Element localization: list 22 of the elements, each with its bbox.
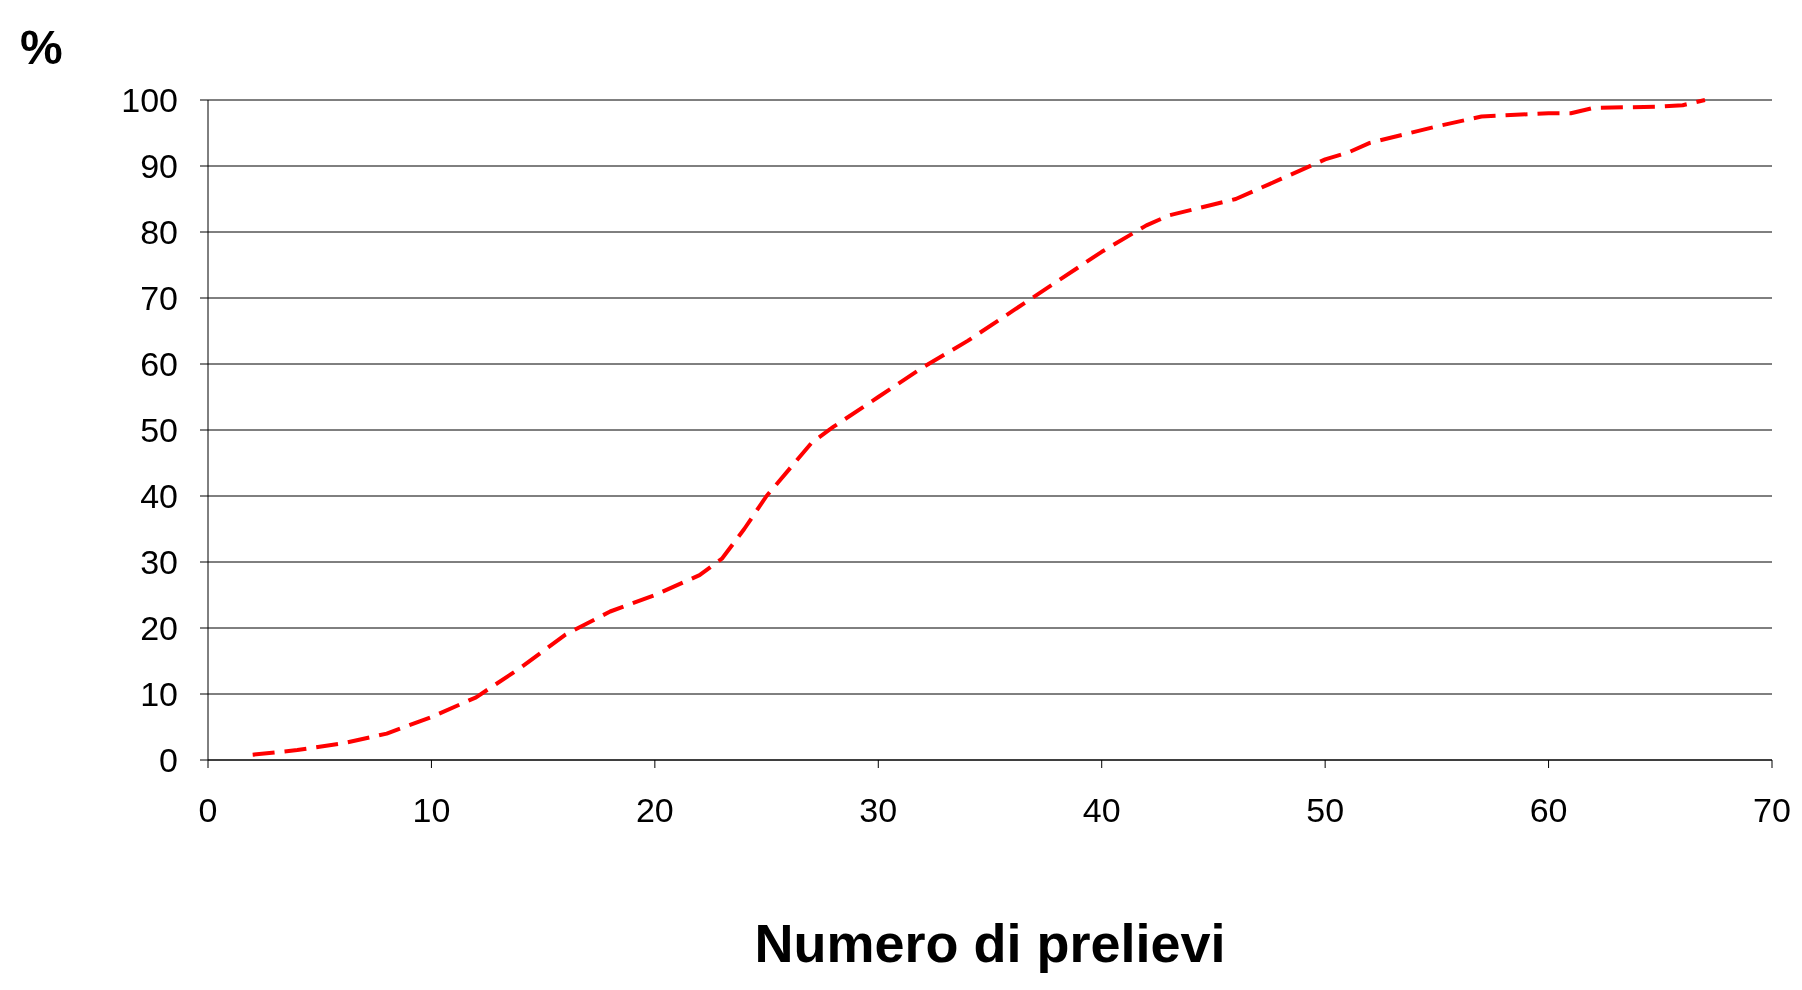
y-tick-label: 10 [140,674,178,713]
x-tick-label: 10 [412,791,451,829]
y-tick-label: 60 [140,344,178,383]
x-axis-title: Numero di prelievi [754,913,1226,973]
x-tick-label: 0 [198,791,218,829]
y-tick-label: 0 [159,740,178,779]
x-tick-label: 40 [1082,791,1121,829]
x-tick-label: 20 [635,791,674,829]
x-tick-label: 50 [1306,791,1345,829]
y-tick-label: 100 [121,80,178,119]
y-tick-label: 90 [140,146,178,185]
y-tick-label: 30 [140,542,178,581]
x-tick-label: 60 [1529,791,1568,829]
x-tick-label: 70 [1753,791,1791,829]
y-tick-label: 80 [140,212,178,251]
y-axis-title: % [20,21,63,74]
x-tick-label: 30 [859,791,898,829]
y-tick-label: 70 [140,278,178,317]
y-tick-label: 50 [140,410,178,449]
y-tick-label: 40 [140,476,178,515]
line-series [250,98,1707,757]
y-tick-label: 20 [140,608,178,647]
